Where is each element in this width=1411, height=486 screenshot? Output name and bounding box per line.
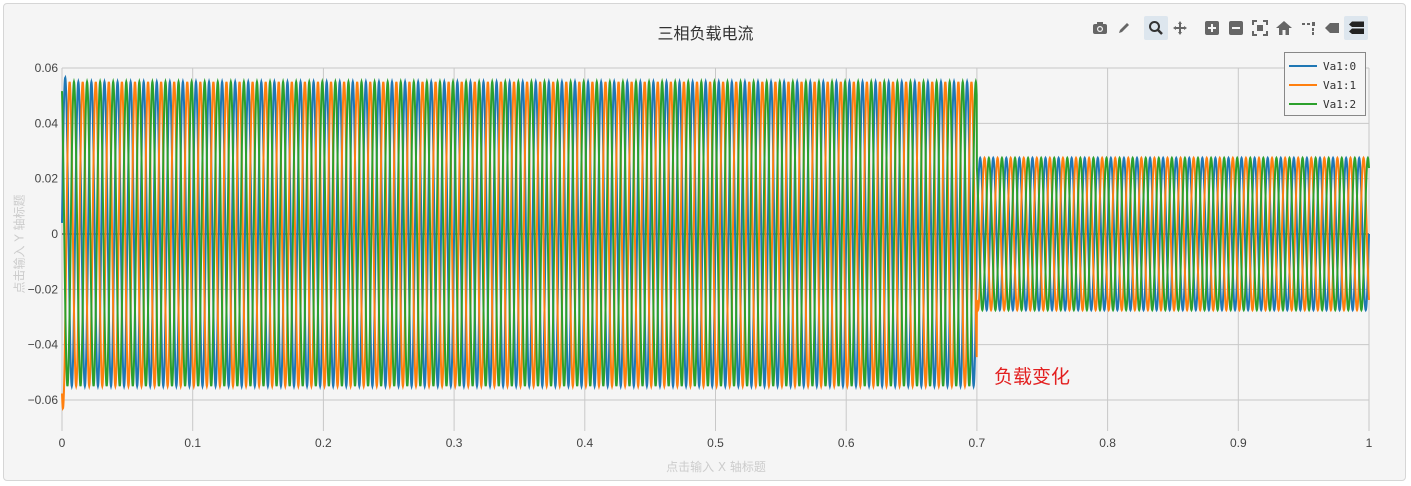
y-axis-title[interactable]: 点击输入 Y 轴标题 xyxy=(12,194,27,294)
y-tick-label: 0.04 xyxy=(35,116,59,130)
legend-item-va1-2[interactable]: Va1:2 xyxy=(1289,97,1356,111)
x-tick-label: 0.3 xyxy=(446,436,463,450)
x-axis-title[interactable]: 点击输入 X 轴标题 xyxy=(666,460,766,474)
hover-closest-icon[interactable] xyxy=(1320,16,1344,40)
spike-lines-icon[interactable] xyxy=(1296,16,1320,40)
legend-item-va1-1[interactable]: Va1:1 xyxy=(1289,78,1356,92)
legend-swatch xyxy=(1289,103,1317,105)
y-tick-label: −0.04 xyxy=(28,338,59,352)
x-tick-label: 0.5 xyxy=(707,436,724,450)
x-tick-label: 0.2 xyxy=(315,436,332,450)
series-line-va1-2 xyxy=(61,77,1370,387)
autoscale-icon[interactable] xyxy=(1248,16,1272,40)
annotation-load-change: 负载变化 xyxy=(994,366,1071,388)
x-tick-label: 0.4 xyxy=(576,436,593,450)
home-icon[interactable] xyxy=(1272,16,1296,40)
tick-labels: 0 0.1 0.2 0.3 0.4 0.5 0.6 0.7 0.8 0.9 1 −0.06 −0.04 −… xyxy=(28,61,1373,450)
hover-compare-icon[interactable] xyxy=(1344,16,1368,40)
zoom-icon[interactable] xyxy=(1144,16,1168,40)
y-tick-label: −0.06 xyxy=(28,393,59,407)
x-tick-label: 0.9 xyxy=(1230,436,1247,450)
y-tick-label: 0.02 xyxy=(35,172,59,186)
legend-swatch xyxy=(1289,84,1317,86)
traces xyxy=(61,74,1370,412)
chart-title: 三相负载电流 xyxy=(657,24,754,43)
modebar xyxy=(1088,16,1368,40)
legend-swatch xyxy=(1289,65,1317,67)
series-line-va1-1 xyxy=(61,81,1370,412)
pencil-icon[interactable] xyxy=(1112,16,1136,40)
legend-label: Va1:0 xyxy=(1323,59,1357,73)
legend-label: Va1:2 xyxy=(1323,97,1357,111)
y-tick-label: −0.02 xyxy=(28,282,59,296)
series-line-va1-0 xyxy=(61,74,1370,391)
camera-icon[interactable] xyxy=(1088,16,1112,40)
y-tick-label: 0.06 xyxy=(35,61,59,75)
legend: Va1:0 Va1:1 Va1:2 xyxy=(1284,52,1366,116)
x-tick-label: 1 xyxy=(1366,436,1373,450)
x-tick-label: 0 xyxy=(59,436,66,450)
x-tick-label: 0.8 xyxy=(1099,436,1116,450)
y-tick-label: 0 xyxy=(51,227,58,241)
x-tick-label: 0.6 xyxy=(838,436,855,450)
legend-item-va1-0[interactable]: Va1:0 xyxy=(1289,59,1356,73)
legend-label: Va1:1 xyxy=(1323,78,1357,92)
x-tick-label: 0.7 xyxy=(969,436,986,450)
pan-icon[interactable] xyxy=(1168,16,1192,40)
zoom-in-icon[interactable] xyxy=(1200,16,1224,40)
x-tick-label: 0.1 xyxy=(184,436,201,450)
zoom-out-icon[interactable] xyxy=(1224,16,1248,40)
